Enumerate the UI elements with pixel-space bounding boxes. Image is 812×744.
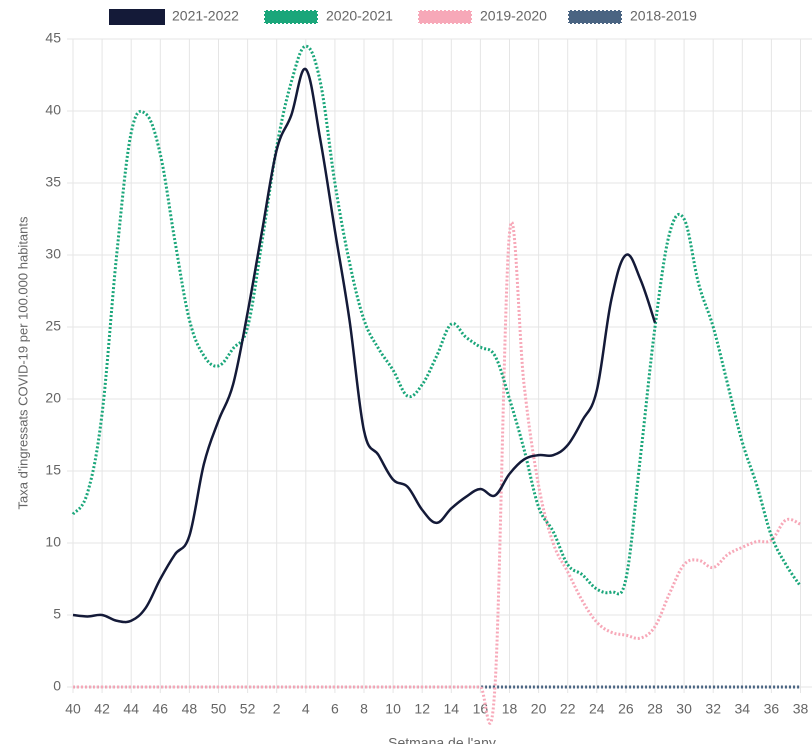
legend-label: 2020-2021 — [326, 8, 393, 24]
y-tick-label: 10 — [45, 534, 61, 550]
x-tick-label: 46 — [153, 701, 169, 717]
y-tick-label: 5 — [53, 606, 61, 622]
x-tick-label: 50 — [211, 701, 227, 717]
x-tick-label: 42 — [94, 701, 110, 717]
x-tick-label: 38 — [793, 701, 809, 717]
x-tick-label: 28 — [647, 701, 663, 717]
x-tick-label: 26 — [618, 701, 634, 717]
y-tick-label: 45 — [45, 30, 61, 46]
x-tick-label: 4 — [302, 701, 310, 717]
x-tick-label: 18 — [502, 701, 518, 717]
legend-swatch — [109, 9, 165, 25]
y-tick-label: 25 — [45, 318, 61, 334]
x-tick-label: 44 — [123, 701, 139, 717]
x-tick-label: 12 — [414, 701, 430, 717]
legend-label: 2019-2020 — [480, 8, 547, 24]
series-line — [72, 67, 657, 624]
x-tick-label: 24 — [589, 701, 605, 717]
y-tick-label: 15 — [45, 462, 61, 478]
x-tick-label: 6 — [331, 701, 339, 717]
x-tick-label: 32 — [705, 701, 721, 717]
x-tick-label: 14 — [444, 701, 460, 717]
x-tick-label: 2 — [273, 701, 281, 717]
x-tick-label: 10 — [385, 701, 401, 717]
series-line — [73, 221, 802, 725]
x-tick-label: 34 — [735, 701, 751, 717]
x-tick-label: 30 — [676, 701, 692, 717]
y-tick-label: 20 — [45, 390, 61, 406]
legend-swatch — [263, 9, 319, 25]
x-tick-label: 40 — [65, 701, 81, 717]
x-tick-label: 52 — [240, 701, 256, 717]
y-tick-label: 40 — [45, 102, 61, 118]
x-tick-label: 36 — [764, 701, 780, 717]
y-tick-label: 35 — [45, 174, 61, 190]
legend-label: 2021-2022 — [172, 8, 239, 24]
x-tick-label: 20 — [531, 701, 547, 717]
x-axis-label: Setmana de l'any — [388, 735, 496, 744]
y-axis-label: Taxa d'ingressats COVID-19 per 100.000 h… — [15, 216, 30, 509]
legend-swatch — [567, 9, 623, 25]
x-tick-label: 8 — [360, 701, 368, 717]
series-line — [71, 44, 802, 596]
x-tick-label: 22 — [560, 701, 576, 717]
legend-label: 2018-2019 — [630, 8, 697, 24]
y-tick-label: 0 — [53, 678, 61, 694]
x-tick-label: 48 — [182, 701, 198, 717]
legend-swatch — [417, 9, 473, 25]
y-tick-label: 30 — [45, 246, 61, 262]
